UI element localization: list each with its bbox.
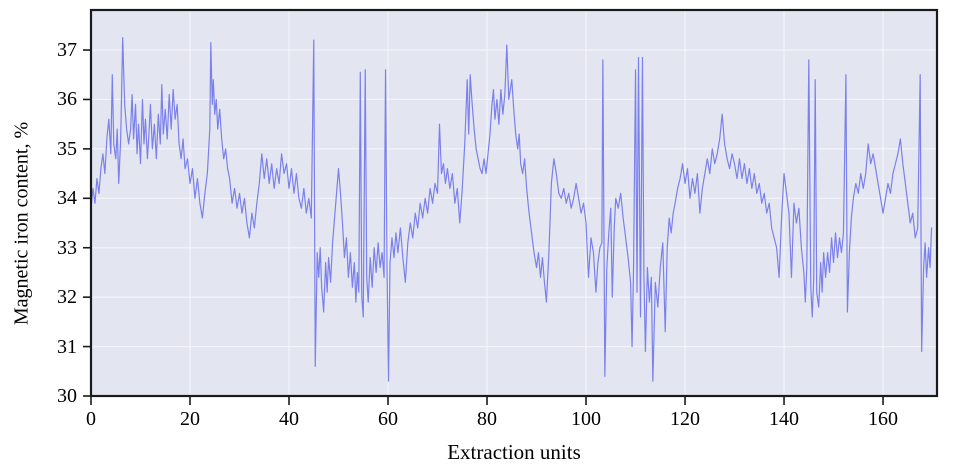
y-tick-label: 36 xyxy=(57,88,77,111)
x-tick-label: 160 xyxy=(868,408,899,430)
x-tick-label: 100 xyxy=(571,408,602,430)
y-tick-label: 32 xyxy=(57,286,77,309)
y-tick-label: 35 xyxy=(57,137,77,160)
x-tick-label: 40 xyxy=(279,408,299,430)
y-axis-title: Magnetic iron content, % xyxy=(10,121,33,326)
x-tick-label: 120 xyxy=(670,408,701,430)
x-tick-label: 0 xyxy=(86,408,96,430)
x-axis-title: Extraction units xyxy=(447,440,581,464)
x-tick-label: 140 xyxy=(769,408,800,430)
series-line-magnetic-iron-content xyxy=(90,37,933,382)
y-tick-label: 33 xyxy=(57,236,77,259)
y-tick-label: 31 xyxy=(57,335,77,358)
x-tick-label: 60 xyxy=(378,408,399,430)
y-tick-label: 30 xyxy=(57,385,77,407)
x-tick-label: 80 xyxy=(477,408,498,430)
y-tick-label: 37 xyxy=(57,39,77,62)
plot-frame xyxy=(89,8,939,398)
x-tick-label: 20 xyxy=(180,408,200,430)
y-tick-label: 34 xyxy=(57,187,77,210)
